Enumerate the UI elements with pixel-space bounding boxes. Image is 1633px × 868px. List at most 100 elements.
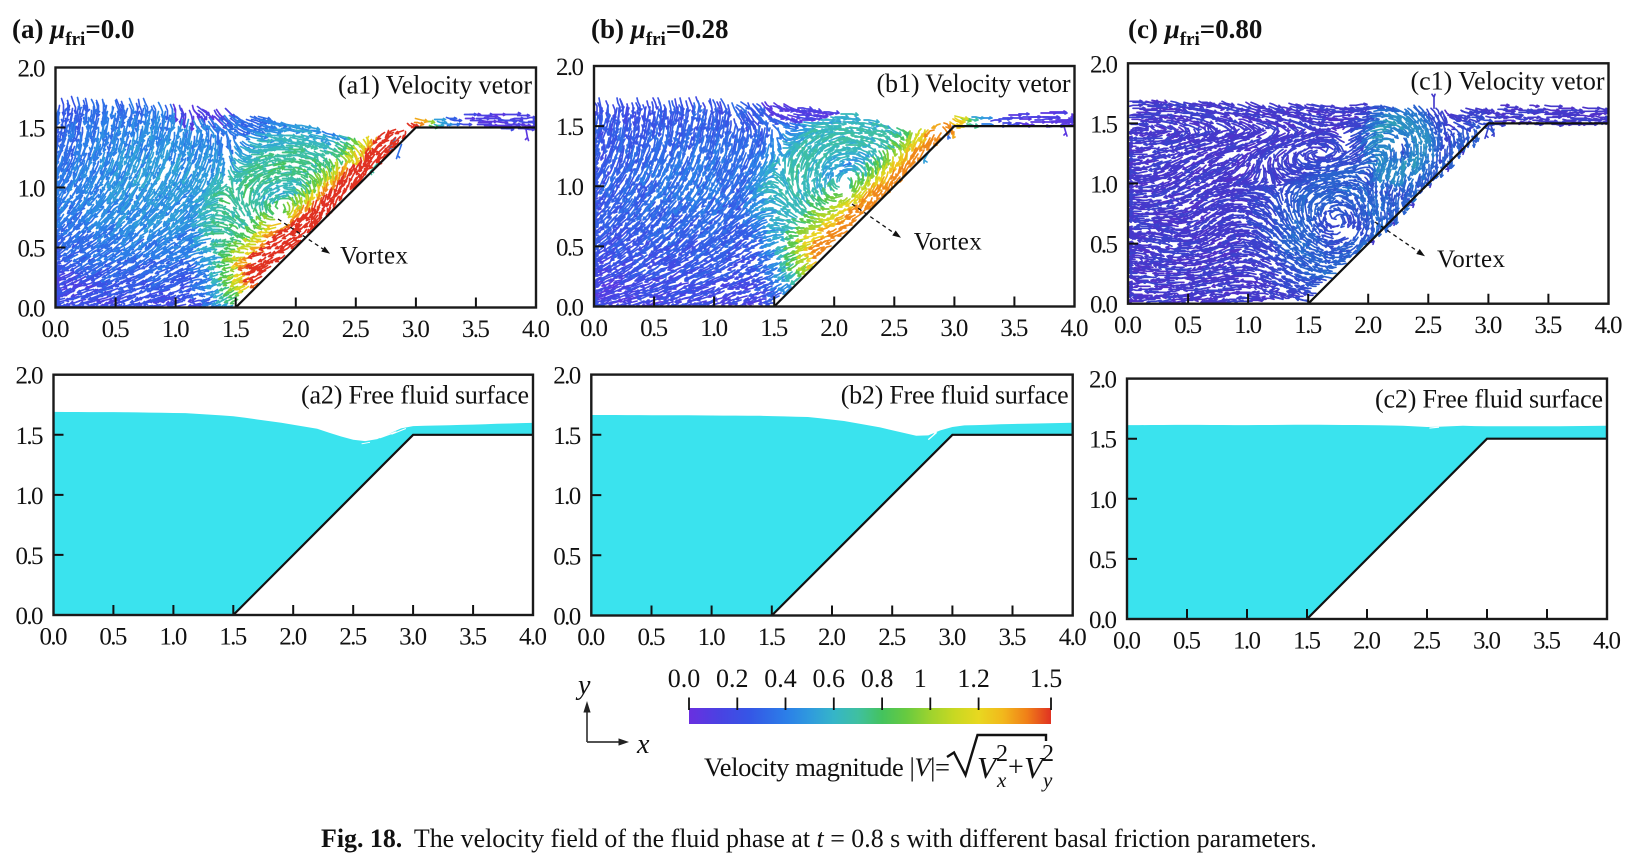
- svg-text:0.0: 0.0: [1090, 292, 1118, 319]
- svg-text:3.0: 3.0: [940, 315, 968, 342]
- svg-text:x: x: [996, 768, 1007, 792]
- svg-text:3.0: 3.0: [399, 624, 427, 651]
- svg-text:V: V: [1024, 750, 1046, 785]
- svg-text:3.0: 3.0: [1473, 628, 1501, 655]
- svg-text:0.0: 0.0: [1113, 628, 1141, 655]
- svg-text:2.0: 2.0: [279, 624, 307, 651]
- svg-text:0.5: 0.5: [1174, 312, 1202, 339]
- svg-text:2.5: 2.5: [878, 624, 906, 651]
- svg-text:0.5: 0.5: [556, 234, 584, 261]
- svg-text:2.0: 2.0: [556, 54, 584, 81]
- svg-text:2.0: 2.0: [1354, 312, 1382, 339]
- svg-text:0.5: 0.5: [102, 316, 130, 343]
- svg-text:0.0: 0.0: [18, 296, 46, 323]
- svg-text:3.0: 3.0: [402, 316, 430, 343]
- svg-text:1.5: 1.5: [1089, 427, 1117, 454]
- svg-text:0.5: 0.5: [18, 236, 46, 263]
- svg-text:3.5: 3.5: [462, 316, 490, 343]
- svg-text:(b) μfri=0.28: (b) μfri=0.28: [591, 14, 728, 50]
- svg-text:1.5: 1.5: [1090, 111, 1118, 138]
- svg-text:0.0: 0.0: [577, 624, 605, 651]
- svg-text:4.0: 4.0: [522, 316, 550, 343]
- svg-text:0.5: 0.5: [640, 315, 668, 342]
- svg-text:4.0: 4.0: [519, 624, 547, 651]
- svg-text:3.5: 3.5: [1000, 315, 1028, 342]
- svg-text:1.0: 1.0: [1089, 487, 1117, 514]
- svg-text:1.5: 1.5: [16, 423, 44, 450]
- svg-text:0.5: 0.5: [638, 624, 666, 651]
- svg-text:1.0: 1.0: [1090, 172, 1118, 199]
- svg-text:1.5: 1.5: [758, 624, 786, 651]
- svg-text:0.4: 0.4: [764, 664, 797, 693]
- svg-text:2.5: 2.5: [1414, 312, 1442, 339]
- svg-text:1.0: 1.0: [16, 483, 44, 510]
- svg-text:(a2) Free fluid surface: (a2) Free fluid surface: [301, 381, 529, 410]
- svg-text:0.0: 0.0: [1089, 607, 1117, 634]
- svg-text:0.0: 0.0: [580, 315, 608, 342]
- svg-text:0.0: 0.0: [553, 604, 581, 631]
- svg-text:y: y: [1041, 768, 1053, 792]
- svg-text:1.2: 1.2: [957, 664, 990, 693]
- svg-text:Vortex: Vortex: [914, 229, 983, 256]
- svg-text:2.5: 2.5: [339, 624, 367, 651]
- svg-text:(c) μfri=0.80: (c) μfri=0.80: [1128, 14, 1262, 50]
- svg-text:V: V: [977, 750, 999, 785]
- svg-text:2: 2: [996, 741, 1008, 767]
- svg-text:(b1) Velocity vetor: (b1) Velocity vetor: [877, 69, 1071, 98]
- svg-text:2.0: 2.0: [820, 315, 848, 342]
- svg-text:0.0: 0.0: [556, 295, 584, 322]
- svg-text:0.5: 0.5: [1090, 232, 1118, 259]
- svg-text:1.0: 1.0: [556, 174, 584, 201]
- svg-text:1.0: 1.0: [1234, 312, 1262, 339]
- svg-text:2.0: 2.0: [18, 56, 46, 83]
- svg-text:3.5: 3.5: [459, 624, 487, 651]
- svg-text:1.5: 1.5: [1030, 664, 1063, 693]
- svg-text:2.0: 2.0: [282, 316, 310, 343]
- svg-text:(c1) Velocity vetor: (c1) Velocity vetor: [1411, 66, 1605, 95]
- svg-text:1.0: 1.0: [1233, 628, 1261, 655]
- svg-text:1.0: 1.0: [553, 483, 581, 510]
- svg-text:0.5: 0.5: [1089, 547, 1117, 574]
- svg-text:1.0: 1.0: [18, 176, 46, 203]
- svg-text:0.5: 0.5: [1173, 628, 1201, 655]
- svg-text:1: 1: [914, 664, 927, 693]
- svg-text:0.0: 0.0: [16, 603, 44, 630]
- svg-text:4.0: 4.0: [1061, 315, 1089, 342]
- svg-text:2.0: 2.0: [1089, 367, 1117, 394]
- svg-text:y: y: [575, 670, 591, 701]
- svg-text:1.0: 1.0: [162, 316, 190, 343]
- svg-text:1.5: 1.5: [219, 624, 247, 651]
- svg-text:(c2) Free fluid surface: (c2) Free fluid surface: [1375, 385, 1603, 414]
- svg-text:Vortex: Vortex: [340, 243, 409, 270]
- svg-text:4.0: 4.0: [1593, 628, 1621, 655]
- svg-text:0.6: 0.6: [813, 664, 846, 693]
- svg-text:Velocity magnitude |V|=: Velocity magnitude |V|=: [704, 752, 950, 782]
- svg-text:1.0: 1.0: [159, 624, 187, 651]
- svg-text:2.0: 2.0: [16, 363, 44, 390]
- svg-text:x: x: [636, 729, 650, 760]
- svg-text:2.0: 2.0: [1353, 628, 1381, 655]
- svg-text:2.5: 2.5: [342, 316, 370, 343]
- svg-text:0.0: 0.0: [1114, 312, 1142, 339]
- svg-text:0.8: 0.8: [861, 664, 894, 693]
- svg-text:(a1) Velocity vetor: (a1) Velocity vetor: [338, 71, 532, 100]
- svg-text:0.2: 0.2: [716, 664, 749, 693]
- svg-text:3.5: 3.5: [1534, 312, 1562, 339]
- svg-text:0.5: 0.5: [553, 543, 581, 570]
- svg-text:2.0: 2.0: [553, 363, 581, 390]
- svg-text:0.0: 0.0: [668, 664, 701, 693]
- svg-text:1.5: 1.5: [553, 423, 581, 450]
- svg-text:1.5: 1.5: [222, 316, 250, 343]
- svg-text:+: +: [1008, 752, 1024, 783]
- svg-text:3.5: 3.5: [999, 624, 1027, 651]
- svg-text:(b2) Free fluid surface: (b2) Free fluid surface: [841, 381, 1069, 410]
- svg-text:4.0: 4.0: [1059, 624, 1087, 651]
- svg-text:1.0: 1.0: [700, 315, 728, 342]
- svg-text:Vortex: Vortex: [1437, 246, 1506, 273]
- svg-text:1.5: 1.5: [18, 116, 46, 143]
- svg-text:3.5: 3.5: [1533, 628, 1561, 655]
- svg-text:1.5: 1.5: [556, 114, 584, 141]
- svg-text:1.5: 1.5: [1293, 628, 1321, 655]
- svg-text:2.5: 2.5: [880, 315, 908, 342]
- svg-text:2.5: 2.5: [1413, 628, 1441, 655]
